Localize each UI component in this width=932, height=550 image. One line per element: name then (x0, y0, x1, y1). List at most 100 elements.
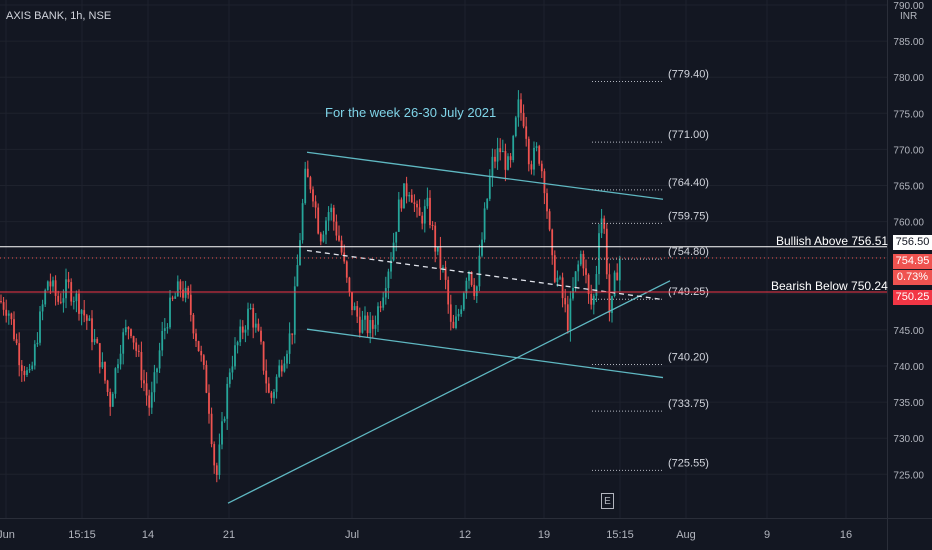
candle-body (286, 353, 288, 364)
candle-body (418, 207, 421, 216)
candle-body (122, 332, 125, 354)
candle-body (5, 309, 8, 316)
candle-body (20, 365, 23, 371)
candle-body (244, 329, 247, 333)
candle-body (551, 229, 554, 256)
candle-body (106, 380, 109, 392)
candle-body (234, 345, 236, 367)
candle-body (577, 264, 580, 272)
candle-body (202, 355, 205, 365)
x-tick-label: 15:15 (606, 529, 634, 541)
time-axis[interactable]: Jun 15:15 14 21 Jul 12 19 15:15 Aug 9 16 (0, 518, 932, 542)
candle-body (169, 297, 171, 328)
candle-body (117, 364, 119, 369)
candle-body (288, 333, 291, 354)
candle-body (187, 287, 190, 295)
candle-body (140, 351, 143, 381)
candle-body (374, 324, 377, 329)
candle-body (590, 293, 593, 305)
candle-body (540, 163, 543, 172)
level-label: (759.75) (668, 210, 709, 222)
candle-body (280, 365, 283, 372)
candle-body (39, 311, 41, 343)
bid-price-tag: 754.95 (893, 254, 932, 269)
candle-body (150, 392, 153, 408)
candle-body (397, 199, 400, 232)
candle-body (499, 148, 502, 153)
candle-body (585, 268, 587, 275)
candle-body (426, 197, 429, 207)
candle-body (143, 380, 145, 384)
candle-body (561, 277, 564, 299)
candle-body (530, 164, 533, 170)
candle-body (403, 183, 405, 209)
candlestick-series (0, 90, 621, 483)
candle-body (592, 295, 595, 305)
y-tick-label: 760.00 (893, 218, 924, 229)
candle-body (574, 271, 577, 288)
candle-body (273, 391, 275, 398)
level-label: (733.75) (668, 398, 709, 410)
candle-body (361, 319, 364, 333)
candle-body (23, 370, 26, 376)
candle-body (382, 297, 385, 308)
candle-body (291, 333, 294, 335)
level-label: (754.80) (668, 246, 709, 258)
y-tick-label: 740.00 (893, 362, 924, 373)
chart-grid (0, 0, 887, 518)
candle-body (520, 99, 522, 113)
candle-body (49, 281, 52, 287)
candle-body (67, 279, 70, 283)
events-button[interactable]: E (601, 493, 614, 509)
candle-body (377, 306, 379, 325)
candle-body (88, 318, 91, 321)
x-tick-label: 9 (764, 529, 770, 541)
y-tick-label: 775.00 (893, 109, 924, 120)
candle-body (496, 148, 499, 162)
candle-body (226, 383, 229, 419)
candle-body (618, 259, 621, 281)
candle-body (488, 176, 491, 199)
candle-body (413, 202, 416, 204)
horizontal-lines (0, 246, 887, 293)
y-tick-label: 765.00 (893, 181, 924, 192)
candle-body (517, 99, 520, 118)
candle-body (475, 286, 478, 297)
candle-body (13, 319, 15, 340)
candle-body (436, 246, 439, 252)
change-pct-tag: 0.73% (893, 270, 932, 285)
candle-body (153, 372, 156, 393)
candle-body (605, 228, 608, 275)
candle-body (0, 301, 2, 303)
y-tick-label: 790.00 (893, 1, 924, 12)
candle-body (98, 343, 101, 368)
candle-body (442, 267, 444, 269)
candle-body (241, 326, 244, 333)
candle-body (356, 306, 359, 317)
candle-body (429, 197, 431, 226)
candle-body (314, 201, 317, 208)
candle-body (390, 260, 392, 272)
candle-body (189, 294, 192, 315)
candle-body (200, 351, 203, 356)
candle-body (265, 370, 268, 384)
candle-body (371, 320, 374, 329)
candle-body (410, 194, 413, 203)
candle-body (145, 383, 148, 396)
last-price-tag: 756.50 (893, 235, 932, 250)
chart-note: For the week 26-30 July 2021 (325, 105, 497, 120)
candle-body (260, 330, 262, 342)
candle-body (236, 342, 239, 346)
x-tick-label: 14 (142, 529, 154, 541)
candle-body (46, 281, 49, 291)
symbol-label[interactable]: AXIS BANK, 1h, NSE (6, 10, 112, 22)
candle-body (119, 353, 122, 365)
candle-body (569, 298, 572, 331)
candle-body (514, 117, 517, 136)
candle-body (72, 301, 75, 303)
candle-body (564, 298, 567, 305)
candle-body (127, 327, 130, 330)
candle-body (182, 289, 184, 298)
candle-body (338, 235, 340, 241)
